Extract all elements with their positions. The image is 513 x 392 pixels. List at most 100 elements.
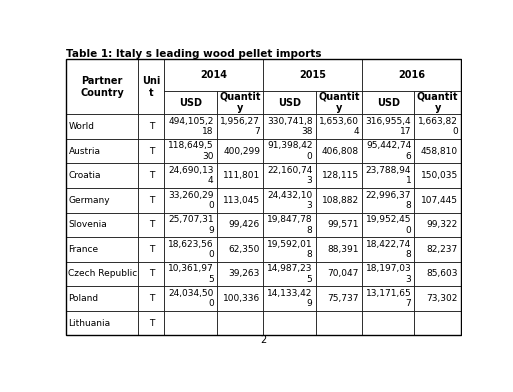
Text: 458,810: 458,810: [421, 147, 458, 156]
Text: 316,955,4
17: 316,955,4 17: [366, 117, 411, 136]
Bar: [315, 286, 362, 311]
Bar: [139, 59, 165, 114]
Text: T: T: [149, 245, 154, 254]
Text: 95,442,74
6: 95,442,74 6: [366, 142, 411, 161]
Bar: [217, 91, 263, 114]
Bar: [217, 311, 263, 335]
Bar: [66, 188, 139, 212]
Text: Czech Republic: Czech Republic: [69, 269, 138, 278]
Bar: [139, 212, 165, 237]
Text: T: T: [149, 122, 154, 131]
Text: T: T: [149, 294, 154, 303]
Text: Table 1: Italy s leading wood pellet imports: Table 1: Italy s leading wood pellet imp…: [66, 49, 322, 58]
Text: 24,690,13
4: 24,690,13 4: [168, 166, 213, 185]
Text: 1,663,82
0: 1,663,82 0: [418, 117, 458, 136]
Text: T: T: [149, 319, 154, 328]
Bar: [139, 114, 165, 139]
Text: 14,987,23
5: 14,987,23 5: [267, 264, 312, 284]
Bar: [415, 212, 461, 237]
Text: 406,808: 406,808: [322, 147, 359, 156]
Bar: [415, 139, 461, 163]
Bar: [165, 237, 217, 261]
Bar: [315, 237, 362, 261]
Bar: [362, 261, 415, 286]
Bar: [217, 286, 263, 311]
Text: 24,432,10
3: 24,432,10 3: [267, 191, 312, 210]
Text: 99,322: 99,322: [426, 220, 458, 229]
Bar: [263, 237, 315, 261]
Text: 107,445: 107,445: [421, 196, 458, 205]
Bar: [66, 163, 139, 188]
Text: 2016: 2016: [398, 70, 425, 80]
Bar: [415, 188, 461, 212]
Bar: [315, 212, 362, 237]
Text: 70,047: 70,047: [327, 269, 359, 278]
Text: 18,197,03
3: 18,197,03 3: [366, 264, 411, 284]
Text: 85,603: 85,603: [426, 269, 458, 278]
Bar: [217, 188, 263, 212]
Text: 99,571: 99,571: [327, 220, 359, 229]
Bar: [315, 163, 362, 188]
Bar: [139, 237, 165, 261]
Text: T: T: [149, 196, 154, 205]
Bar: [139, 163, 165, 188]
Text: Quantit
y: Quantit y: [318, 92, 360, 113]
Bar: [362, 188, 415, 212]
Text: 108,882: 108,882: [322, 196, 359, 205]
Text: Partner
Country: Partner Country: [81, 76, 124, 98]
Bar: [263, 163, 315, 188]
Bar: [415, 311, 461, 335]
Bar: [66, 311, 139, 335]
Bar: [315, 91, 362, 114]
Text: Poland: Poland: [69, 294, 98, 303]
Text: 39,263: 39,263: [229, 269, 260, 278]
Text: 150,035: 150,035: [421, 171, 458, 180]
Bar: [66, 261, 139, 286]
Text: France: France: [69, 245, 98, 254]
Bar: [315, 311, 362, 335]
Bar: [362, 286, 415, 311]
Text: 1,653,60
4: 1,653,60 4: [319, 117, 359, 136]
Bar: [66, 59, 139, 114]
Bar: [165, 212, 217, 237]
Text: 128,115: 128,115: [322, 171, 359, 180]
Text: Austria: Austria: [69, 147, 101, 156]
Bar: [217, 163, 263, 188]
Text: 111,801: 111,801: [223, 171, 260, 180]
Text: Uni
t: Uni t: [142, 76, 161, 98]
Text: 100,336: 100,336: [223, 294, 260, 303]
Text: 2015: 2015: [299, 70, 326, 80]
Bar: [66, 212, 139, 237]
Text: 73,302: 73,302: [426, 294, 458, 303]
Text: 22,996,37
8: 22,996,37 8: [366, 191, 411, 210]
Bar: [263, 59, 362, 91]
Text: 1,956,27
7: 1,956,27 7: [220, 117, 260, 136]
Text: 14,133,42
9: 14,133,42 9: [267, 289, 312, 308]
Bar: [66, 237, 139, 261]
Text: USD: USD: [278, 98, 301, 108]
Text: 13,171,65
7: 13,171,65 7: [366, 289, 411, 308]
Bar: [139, 286, 165, 311]
Text: 2: 2: [260, 335, 266, 345]
Bar: [263, 114, 315, 139]
Text: Quantit
y: Quantit y: [417, 92, 459, 113]
Bar: [217, 212, 263, 237]
Bar: [415, 261, 461, 286]
Bar: [263, 261, 315, 286]
Bar: [139, 139, 165, 163]
Bar: [139, 261, 165, 286]
Bar: [415, 163, 461, 188]
Text: 33,260,29
0: 33,260,29 0: [168, 191, 213, 210]
Bar: [165, 311, 217, 335]
Bar: [217, 237, 263, 261]
Text: Croatia: Croatia: [69, 171, 101, 180]
Text: 18,422,74
8: 18,422,74 8: [366, 240, 411, 259]
Bar: [415, 286, 461, 311]
Text: USD: USD: [377, 98, 400, 108]
Bar: [362, 237, 415, 261]
Text: USD: USD: [179, 98, 202, 108]
Text: 19,952,45
0: 19,952,45 0: [366, 215, 411, 234]
Text: 25,707,31
9: 25,707,31 9: [168, 215, 213, 234]
Text: 10,361,97
5: 10,361,97 5: [168, 264, 213, 284]
Bar: [66, 286, 139, 311]
